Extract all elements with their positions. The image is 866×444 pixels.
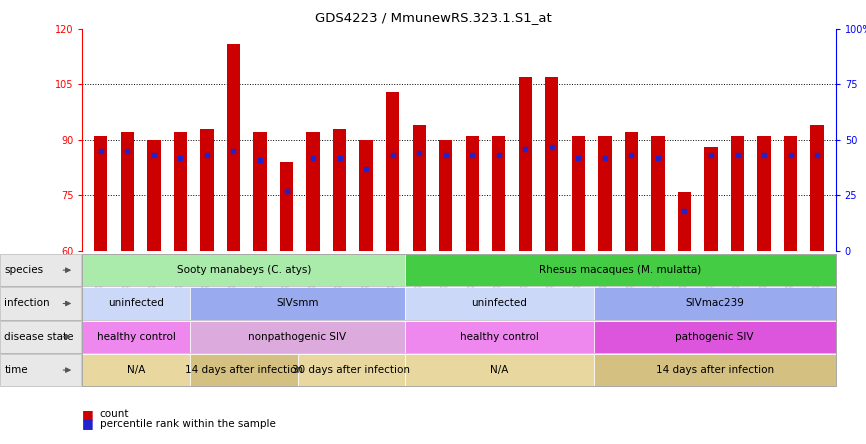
Text: 14 days after infection: 14 days after infection: [184, 365, 303, 375]
Bar: [227, 44, 240, 251]
Bar: [466, 136, 479, 251]
Bar: [624, 132, 638, 251]
Bar: [651, 136, 664, 251]
Bar: [94, 136, 107, 251]
Text: 30 days after infection: 30 days after infection: [293, 365, 410, 375]
Bar: [519, 77, 532, 251]
Text: GDS4223 / MmunewRS.323.1.S1_at: GDS4223 / MmunewRS.323.1.S1_at: [314, 11, 552, 24]
Text: 14 days after infection: 14 days after infection: [656, 365, 773, 375]
Bar: [731, 136, 744, 251]
Text: species: species: [4, 265, 43, 275]
Bar: [758, 136, 771, 251]
Text: time: time: [4, 365, 28, 375]
Bar: [120, 132, 134, 251]
Bar: [174, 132, 187, 251]
Bar: [439, 140, 452, 251]
Text: healthy control: healthy control: [460, 332, 539, 342]
Text: N/A: N/A: [127, 365, 145, 375]
Text: infection: infection: [4, 298, 50, 309]
Text: disease state: disease state: [4, 332, 74, 342]
Bar: [307, 132, 320, 251]
Text: percentile rank within the sample: percentile rank within the sample: [100, 419, 275, 429]
Text: nonpathogenic SIV: nonpathogenic SIV: [249, 332, 346, 342]
Bar: [280, 162, 294, 251]
Text: Sooty manabeys (C. atys): Sooty manabeys (C. atys): [177, 265, 311, 275]
Text: SIVmac239: SIVmac239: [685, 298, 744, 309]
Text: ■: ■: [82, 408, 94, 421]
Text: uninfected: uninfected: [108, 298, 164, 309]
Bar: [412, 125, 426, 251]
Bar: [704, 147, 718, 251]
Text: uninfected: uninfected: [471, 298, 527, 309]
Text: healthy control: healthy control: [97, 332, 176, 342]
Text: N/A: N/A: [490, 365, 508, 375]
Bar: [254, 132, 267, 251]
Bar: [678, 192, 691, 251]
Bar: [359, 140, 372, 251]
Bar: [386, 92, 399, 251]
Bar: [333, 129, 346, 251]
Text: pathogenic SIV: pathogenic SIV: [675, 332, 754, 342]
Text: SIVsmm: SIVsmm: [276, 298, 319, 309]
Text: count: count: [100, 409, 129, 419]
Bar: [811, 125, 824, 251]
Bar: [147, 140, 160, 251]
Bar: [546, 77, 559, 251]
Bar: [598, 136, 611, 251]
Bar: [784, 136, 798, 251]
Bar: [200, 129, 214, 251]
Text: ■: ■: [82, 417, 94, 431]
Bar: [492, 136, 506, 251]
Bar: [572, 136, 585, 251]
Text: Rhesus macaques (M. mulatta): Rhesus macaques (M. mulatta): [540, 265, 701, 275]
